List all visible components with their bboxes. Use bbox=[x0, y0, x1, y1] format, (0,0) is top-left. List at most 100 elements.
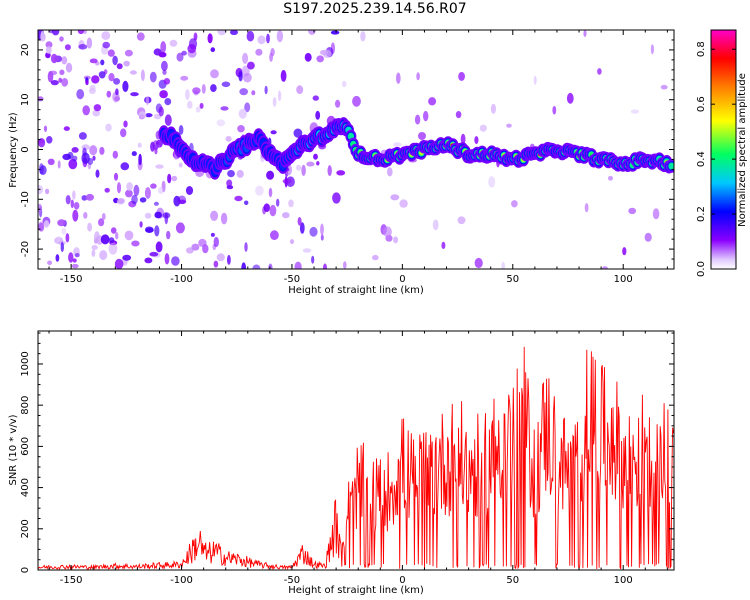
noise-blob bbox=[479, 124, 487, 132]
noise-blob bbox=[312, 95, 319, 101]
noise-blob bbox=[102, 41, 110, 49]
spectrogram-x-label: Height of straight line (km) bbox=[288, 285, 424, 296]
noise-blob bbox=[296, 85, 304, 95]
noise-blob bbox=[91, 249, 96, 257]
noise-blob bbox=[418, 132, 426, 140]
noise-blob bbox=[106, 90, 112, 98]
noise-blob bbox=[242, 52, 249, 64]
noise-blob bbox=[71, 147, 79, 153]
noise-blob bbox=[100, 59, 105, 66]
noise-blob bbox=[583, 30, 587, 37]
noise-blob bbox=[104, 187, 110, 193]
noise-blob bbox=[99, 146, 105, 155]
noise-blob bbox=[584, 203, 589, 213]
x-tick-label: -100 bbox=[170, 575, 193, 586]
noise-blob bbox=[276, 198, 280, 207]
noise-blob bbox=[115, 88, 119, 96]
noise-blob bbox=[552, 105, 557, 115]
noise-blob bbox=[57, 160, 61, 169]
snr-line-layer bbox=[38, 346, 674, 570]
noise-blob bbox=[309, 226, 318, 237]
noise-blob bbox=[213, 260, 219, 268]
colorbar-ticks: 0.0 0.2 0.4 0.6 0.8 bbox=[696, 41, 736, 277]
y-tick-label: 600 bbox=[20, 437, 31, 456]
noise-blob bbox=[269, 204, 277, 217]
noise-blob bbox=[213, 236, 219, 248]
noise-blob bbox=[115, 232, 119, 240]
noise-blob bbox=[116, 182, 122, 194]
noise-blob bbox=[335, 99, 341, 108]
noise-blob bbox=[98, 218, 105, 227]
noise-blob bbox=[61, 56, 68, 65]
noise-blob bbox=[622, 247, 627, 256]
noise-blob bbox=[38, 203, 42, 213]
noise-blob bbox=[139, 197, 147, 203]
noise-blob bbox=[43, 220, 50, 228]
noise-blob bbox=[107, 49, 115, 57]
x-tick-label: -50 bbox=[284, 575, 300, 586]
noise-blob bbox=[124, 189, 133, 198]
snr-frame bbox=[37, 330, 675, 571]
x-tick-label: 100 bbox=[614, 274, 633, 285]
noise-blob bbox=[210, 210, 219, 221]
noise-blob bbox=[393, 142, 402, 147]
noise-blob bbox=[244, 242, 248, 252]
noise-blob bbox=[180, 75, 189, 81]
noise-blob bbox=[602, 266, 608, 269]
noise-blob bbox=[162, 69, 167, 75]
noise-blob bbox=[39, 163, 44, 175]
noise-blob bbox=[372, 254, 379, 261]
noise-blob bbox=[230, 30, 238, 35]
spectrogram-x-ticks: -150 -100 -50 0 50 100 bbox=[48, 30, 668, 285]
noise-blob bbox=[185, 186, 194, 195]
noise-blob bbox=[63, 126, 70, 131]
noise-blob bbox=[360, 31, 366, 42]
colorbar-tick-label: 0.8 bbox=[696, 41, 707, 57]
noise-blob bbox=[171, 256, 180, 266]
noise-blob bbox=[216, 253, 225, 262]
noise-blob bbox=[316, 55, 325, 63]
noise-blob bbox=[150, 183, 157, 189]
noise-blob bbox=[130, 92, 139, 97]
y-tick-label: 0 bbox=[20, 567, 31, 573]
noise-blob bbox=[113, 172, 119, 181]
noise-blob bbox=[176, 52, 184, 62]
noise-blob bbox=[302, 248, 312, 253]
noise-blob bbox=[92, 109, 100, 117]
noise-blob bbox=[92, 155, 96, 161]
noise-blob bbox=[226, 185, 234, 190]
x-tick-label: 0 bbox=[399, 575, 405, 586]
noise-blob bbox=[257, 35, 266, 45]
noise-blob bbox=[327, 165, 332, 177]
noise-blob bbox=[474, 257, 483, 269]
noise-blob bbox=[644, 232, 652, 242]
snr-x-ticks: -150 -100 -50 0 50 100 bbox=[48, 331, 668, 586]
y-tick-label: 1000 bbox=[20, 351, 31, 376]
noise-blob bbox=[244, 102, 251, 113]
noise-blob bbox=[95, 169, 100, 178]
noise-blob bbox=[153, 201, 159, 206]
noise-blob bbox=[152, 140, 159, 151]
colorbar-tick-label: 0.0 bbox=[696, 261, 707, 277]
noise-blob bbox=[86, 37, 93, 49]
noise-blob bbox=[50, 80, 59, 86]
y-tick-label: 10 bbox=[20, 93, 31, 106]
noise-blob bbox=[607, 175, 614, 181]
noise-blob bbox=[110, 227, 117, 234]
noise-blob bbox=[145, 113, 153, 118]
colorbar-gradient bbox=[710, 29, 737, 270]
y-tick-label: 0 bbox=[20, 146, 31, 152]
noise-blob bbox=[47, 260, 53, 266]
noise-blob bbox=[131, 194, 138, 205]
noise-blob bbox=[290, 239, 294, 245]
noise-blob bbox=[263, 203, 270, 212]
noise-blob bbox=[108, 242, 118, 255]
noise-blob bbox=[38, 139, 45, 144]
noise-blob bbox=[131, 240, 140, 247]
x-tick-label: 0 bbox=[399, 274, 405, 285]
noise-blob bbox=[198, 238, 207, 247]
noise-blob bbox=[123, 60, 130, 67]
noise-blob bbox=[155, 164, 164, 169]
noise-blob bbox=[270, 130, 277, 135]
